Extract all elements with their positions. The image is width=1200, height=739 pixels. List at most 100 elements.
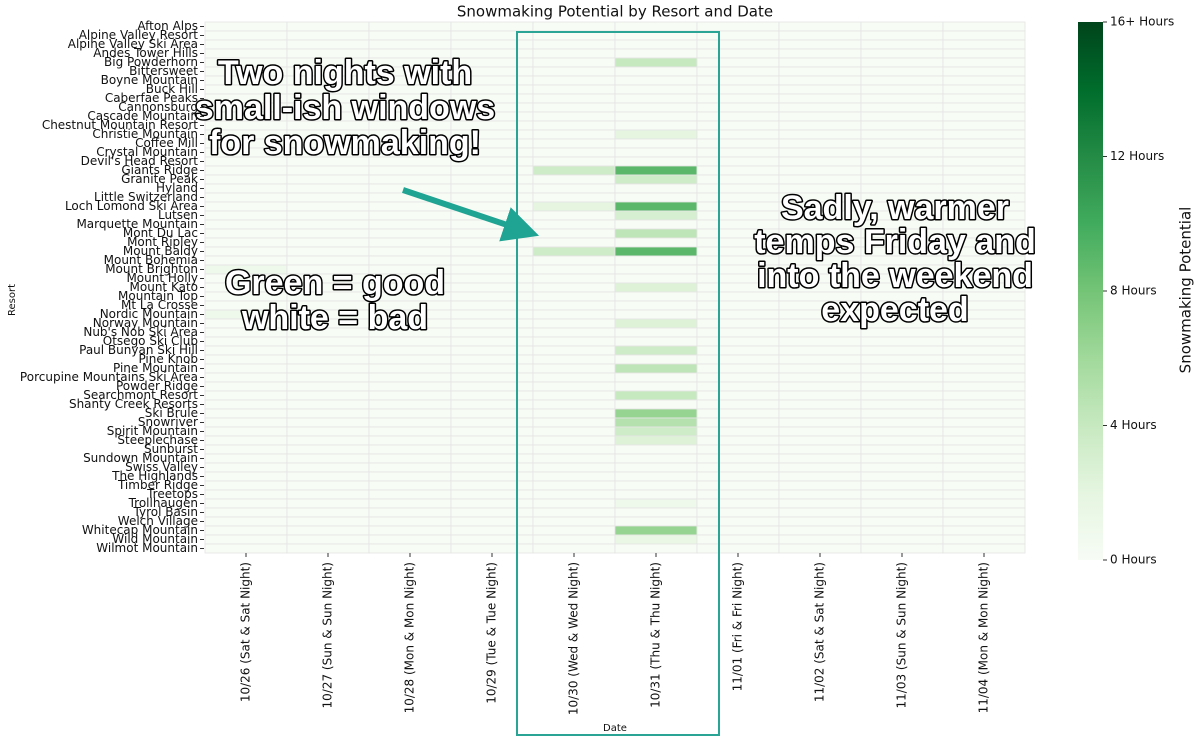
heatmap-cell [204, 174, 288, 185]
heatmap-cell [696, 534, 780, 545]
y-tick-label: Norway Mountain [93, 316, 198, 330]
heatmap-cell [860, 39, 944, 50]
heatmap-cell [368, 426, 452, 437]
heatmap-cell [368, 30, 452, 41]
annotation: white = bad [241, 299, 428, 337]
heatmap-cell [204, 543, 288, 554]
heatmap-cell [614, 426, 698, 437]
y-tick-label: Caberfae Peaks [105, 91, 198, 105]
heatmap-cell [286, 246, 370, 257]
heatmap-cell [368, 516, 452, 527]
y-tick-label: Swiss Valley [125, 460, 198, 474]
x-tick-label: 10/30 (Wed & Wed Night) [567, 562, 581, 715]
heatmap-cell [450, 381, 534, 392]
heatmap-cell [368, 372, 452, 383]
heatmap-cell [614, 318, 698, 329]
heatmap-cell [614, 399, 698, 410]
heatmap-cell [778, 426, 862, 437]
y-tick-label: Cascade Mountain [87, 109, 198, 123]
heatmap-cell [532, 525, 616, 536]
heatmap-cell [286, 426, 370, 437]
heatmap-cell [614, 471, 698, 482]
colorbar-tick-label: 12 Hours [1110, 149, 1164, 163]
heatmap-cell [942, 399, 1026, 410]
heatmap-cell [532, 354, 616, 365]
heatmap-cell [614, 489, 698, 500]
heatmap-cell [450, 255, 534, 266]
arrow [402, 187, 540, 242]
heatmap-cell [942, 327, 1026, 338]
heatmap-cell [942, 129, 1026, 140]
heatmap-cell [450, 543, 534, 554]
heatmap-cell [696, 381, 780, 392]
annotation: Sadly, warmer [781, 189, 1009, 227]
heatmap-cell [450, 444, 534, 455]
heatmap-cell [368, 237, 452, 248]
y-tick-label: Alpine Valley Ski Area [68, 37, 198, 51]
heatmap-cell [450, 489, 534, 500]
heatmap-cell [532, 66, 616, 77]
heatmap-cell [778, 498, 862, 509]
heatmap-cell [450, 21, 534, 32]
y-tick-label: Hyland [156, 181, 198, 195]
y-tick-label: Paul Bunyan Ski Hill [79, 343, 198, 357]
annotation: Green = good [225, 264, 445, 302]
heatmap-cell [614, 255, 698, 266]
y-tick-label: Sunburst [144, 442, 198, 456]
heatmap-cell [860, 480, 944, 491]
heatmap-cell [450, 525, 534, 536]
y-tick-label: Bittersweet [129, 64, 198, 78]
heatmap-cell [696, 507, 780, 518]
heatmap-cell [778, 525, 862, 536]
chart-title: Snowmaking Potential by Resort and Date [457, 3, 773, 21]
heatmap-cell [778, 543, 862, 554]
heatmap-cell [286, 435, 370, 446]
heatmap-cell [614, 129, 698, 140]
heatmap-cell [696, 93, 780, 104]
heatmap-cell [778, 84, 862, 95]
heatmap-cell [286, 39, 370, 50]
heatmap-cell [532, 192, 616, 203]
heatmap-cell [942, 525, 1026, 536]
heatmap-cell [860, 399, 944, 410]
heatmap-cell [942, 66, 1026, 77]
y-tick-label: Little Switzerland [94, 190, 198, 204]
heatmap-cell [778, 156, 862, 167]
heatmap-cell [532, 93, 616, 104]
x-tick-label: 11/02 (Sat & Sat Night) [813, 562, 827, 702]
heatmap-cell [614, 273, 698, 284]
heatmap-cell [614, 417, 698, 428]
heatmap-cell [204, 210, 288, 221]
heatmap-cell [532, 210, 616, 221]
heatmap-cell [532, 381, 616, 392]
heatmap-cell [532, 471, 616, 482]
heatmap-cell [204, 507, 288, 518]
heatmap-cell [532, 264, 616, 275]
heatmap-cell [614, 453, 698, 464]
heatmap-cell [614, 435, 698, 446]
y-tick-label: Mountain Top [118, 289, 198, 303]
heatmap-cell [204, 165, 288, 176]
heatmap-cell [204, 183, 288, 194]
heatmap-cell [204, 525, 288, 536]
heatmap-cell [778, 165, 862, 176]
x-tick-label: 10/31 (Thu & Thu Night) [649, 562, 663, 708]
heatmap-cell [368, 543, 452, 554]
y-tick-label: Ski Brule [145, 406, 198, 420]
heatmap-cell [614, 57, 698, 68]
heatmap-cell [778, 102, 862, 113]
heatmap-cell [532, 309, 616, 320]
heatmap-cell [450, 453, 534, 464]
x-tick-label: 10/26 (Sat & Sat Night) [239, 562, 253, 702]
heatmap-cell [860, 30, 944, 41]
annotation: expected [821, 291, 968, 329]
heatmap-cell [942, 372, 1026, 383]
heatmap-cell [942, 336, 1026, 347]
heatmap-cell [614, 336, 698, 347]
heatmap-cell [778, 120, 862, 131]
heatmap-cell [696, 120, 780, 131]
heatmap-cell [450, 480, 534, 491]
heatmap-cell [942, 156, 1026, 167]
heatmap-cell [368, 435, 452, 446]
y-tick-label: Buck Hill [146, 82, 198, 96]
